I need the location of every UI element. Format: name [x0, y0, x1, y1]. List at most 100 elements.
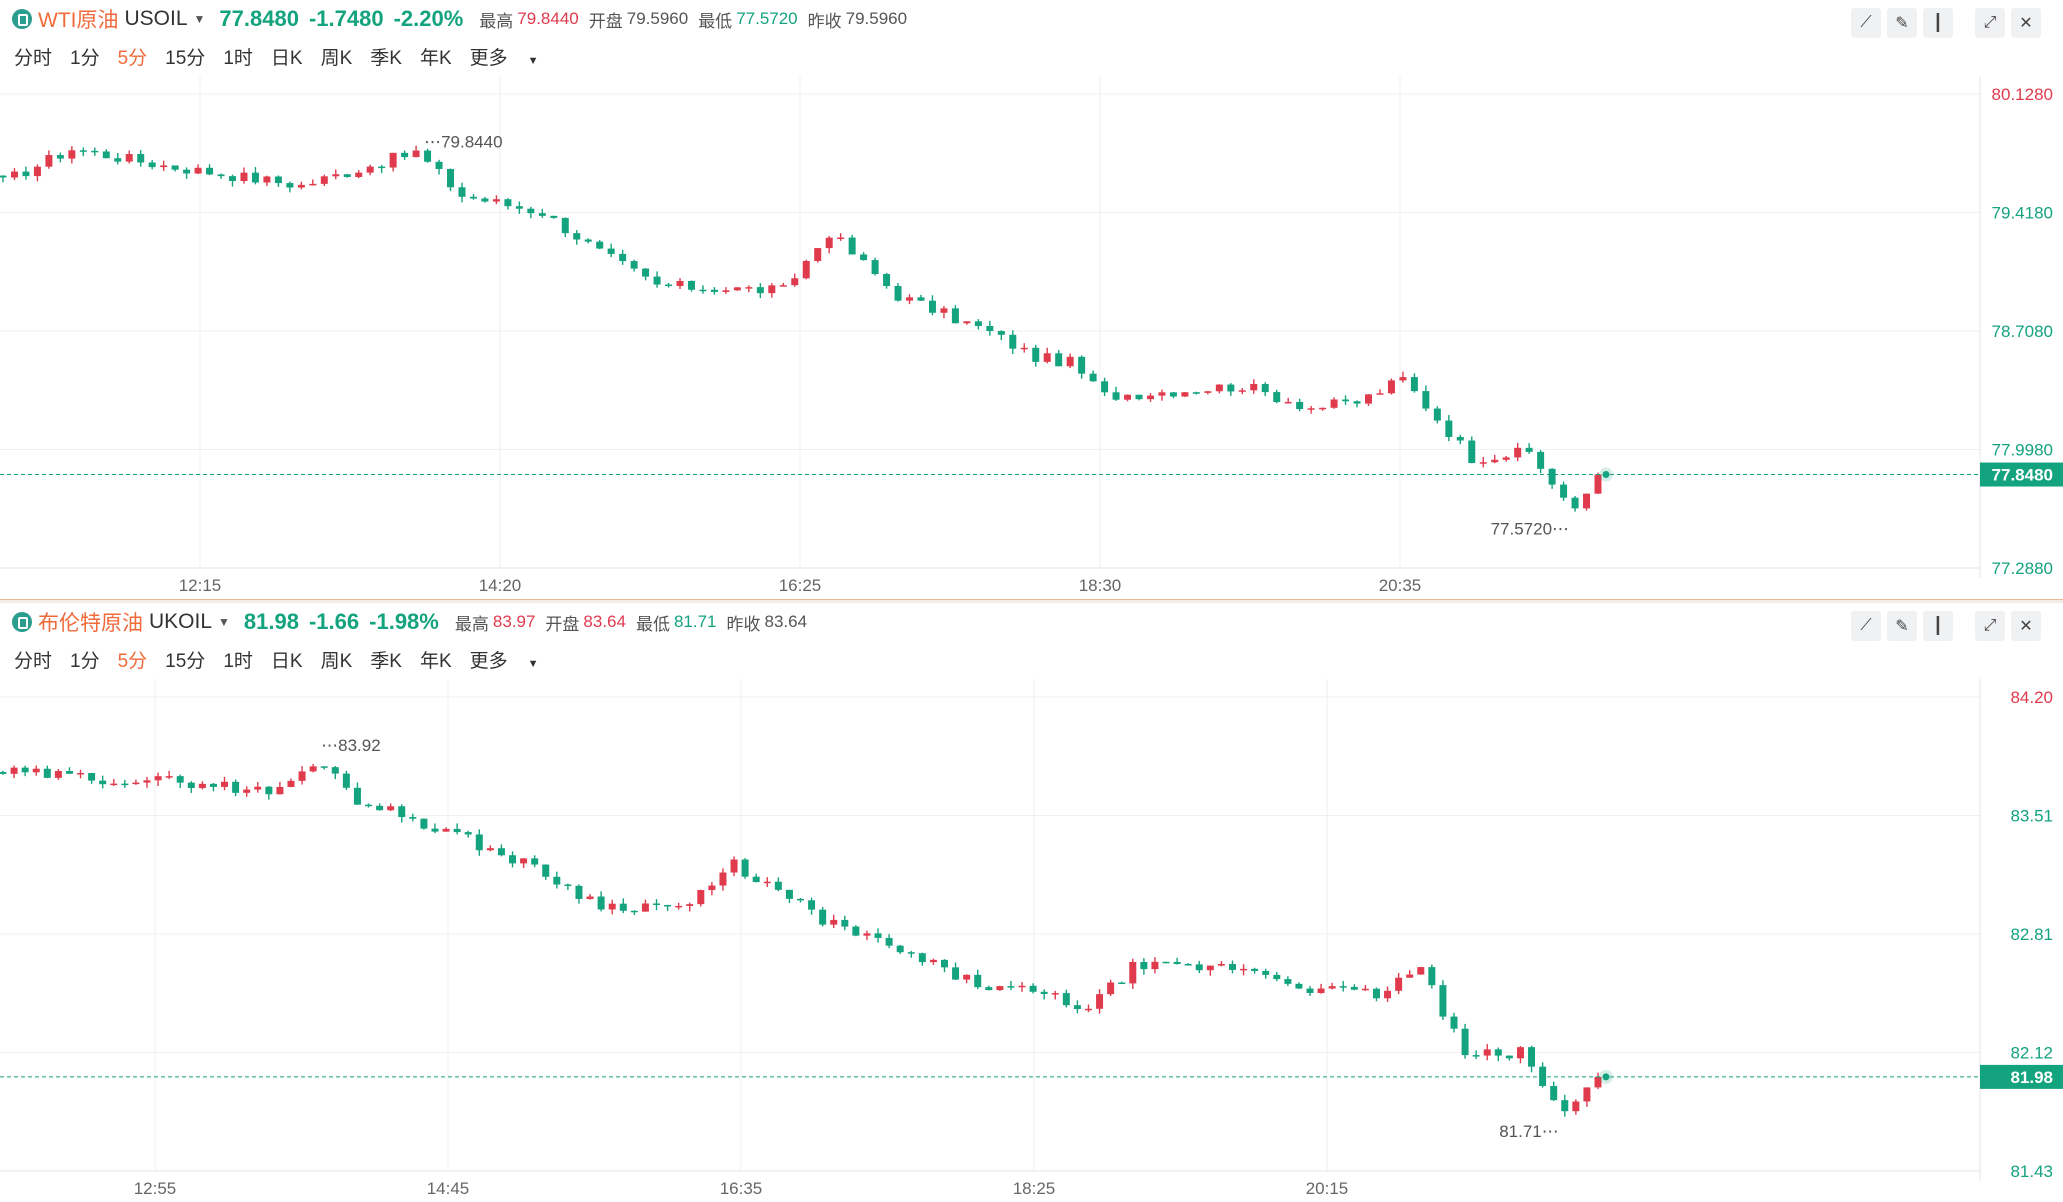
candle-body [447, 168, 455, 188]
tab-period-quarter[interactable]: 季K [370, 48, 402, 69]
candle-body [1158, 392, 1166, 396]
candle-body [553, 876, 561, 885]
candlestick-icon[interactable]: ┃ [1923, 611, 1953, 641]
candle-body [1468, 440, 1476, 464]
candle-body [1195, 964, 1203, 971]
tab-period-time-share[interactable]: 分时 [14, 651, 53, 672]
stat-label-prev-close: 昨收 [726, 614, 761, 634]
instrument-symbol[interactable]: UKOIL [149, 610, 213, 633]
candle-body [1439, 985, 1447, 1017]
candle-body [171, 165, 179, 170]
candle-body [79, 150, 87, 152]
period-tabs: 分时 1分 5分 15分 1时 日K 周K 季K 年K 更多 ▼ [14, 646, 575, 673]
x-tick-label: 14:45 [427, 1179, 470, 1198]
tab-period-1h[interactable]: 1时 [223, 651, 253, 672]
candle-body [1560, 484, 1568, 498]
close-icon[interactable]: ✕ [2011, 8, 2041, 38]
instrument-name[interactable]: WTI原油 [38, 9, 119, 32]
candle-body [65, 770, 73, 774]
candlestick-chart[interactable]: 12:55 14:45 16:35 18:25 20:15 84.20 83.51 82.81… [0, 679, 2063, 1202]
candle-body [542, 864, 550, 877]
candle-body [504, 199, 512, 207]
y-tick-label: 84.20 [2010, 688, 2053, 707]
candle-body [745, 287, 753, 289]
tab-period-1m[interactable]: 1分 [70, 48, 100, 69]
tab-period-more[interactable]: 更多 ▼ [470, 43, 557, 70]
low-mark-label: 77.5720⋯ [1491, 520, 1569, 539]
candle-body [1009, 334, 1017, 349]
candle-body [99, 780, 107, 785]
tab-period-day[interactable]: 日K [270, 48, 303, 69]
panel-divider[interactable] [0, 599, 2063, 603]
candle-body [676, 280, 684, 287]
candle-body [276, 786, 284, 795]
candle-body [538, 213, 546, 216]
candle-body [251, 172, 259, 183]
candle-body [1251, 968, 1259, 971]
tab-period-5m[interactable]: 5分 [117, 48, 148, 69]
expand-icon[interactable]: ⤢ [1975, 611, 2005, 641]
candle-body [365, 804, 373, 807]
tab-period-quarter[interactable]: 季K [370, 651, 402, 672]
candlestick-icon[interactable]: ┃ [1923, 8, 1953, 38]
candle-body [1307, 408, 1315, 410]
candle-body [154, 776, 162, 781]
tab-period-1h[interactable]: 1时 [223, 48, 253, 69]
candle-body [1594, 474, 1602, 494]
candle-body [1528, 1047, 1536, 1067]
close-icon[interactable]: ✕ [2011, 611, 2041, 641]
candle-body [951, 308, 959, 324]
candle-body [481, 198, 489, 202]
stat-label-prev-close: 昨收 [807, 11, 842, 31]
tab-period-15m[interactable]: 15分 [165, 48, 206, 69]
last-price: 81.98 [243, 609, 299, 634]
candle-body [1328, 986, 1336, 989]
tab-period-5m[interactable]: 5分 [117, 651, 148, 672]
candle-body [1118, 982, 1126, 985]
tab-period-year[interactable]: 年K [419, 48, 452, 69]
tab-period-year[interactable]: 年K [419, 651, 452, 672]
candle-body [819, 909, 827, 925]
instrument-symbol[interactable]: USOIL [124, 7, 188, 30]
candle-body [160, 165, 168, 168]
y-tick-label: 80.1280 [1992, 85, 2053, 104]
expand-icon[interactable]: ⤢ [1975, 8, 2005, 38]
candle-body [1317, 988, 1325, 993]
high-mark-label: ⋯79.8440 [424, 132, 502, 151]
candle-body [917, 297, 925, 301]
candle-body [1445, 420, 1453, 437]
more-label: 更多 [469, 651, 508, 672]
candle-body [0, 175, 7, 178]
candle-body [1372, 988, 1380, 999]
line-chart-icon[interactable]: ⟋ [1851, 611, 1881, 641]
tab-period-more[interactable]: 更多 ▼ [470, 646, 557, 673]
chevron-down-icon[interactable]: ▼ [193, 12, 206, 26]
candle-body [1240, 968, 1248, 971]
candle-body [596, 241, 604, 249]
tab-period-week[interactable]: 周K [320, 48, 353, 69]
tab-period-1m[interactable]: 1分 [70, 651, 100, 672]
last-price-dot [1602, 1073, 1610, 1081]
candle-body [355, 172, 363, 178]
chart-toolbar: ⟋ ✎ ┃ ⤢ ✕ [1845, 611, 2041, 641]
instrument-name[interactable]: 布伦特原油 [38, 612, 143, 635]
pencil-icon[interactable]: ✎ [1887, 611, 1917, 641]
pencil-icon[interactable]: ✎ [1887, 8, 1917, 38]
candle-body [68, 150, 76, 159]
candle-body [1353, 401, 1361, 404]
tab-period-week[interactable]: 周K [320, 651, 353, 672]
tab-period-15m[interactable]: 15分 [165, 651, 206, 672]
line-chart-icon[interactable]: ⟋ [1851, 8, 1881, 38]
candle-body [1461, 1028, 1469, 1056]
candle-body [531, 858, 539, 865]
candle-body [733, 287, 741, 291]
chevron-down-icon[interactable]: ▼ [218, 615, 230, 629]
tab-period-time-share[interactable]: 分时 [14, 48, 53, 69]
chart-toolbar: ⟋ ✎ ┃ ⤢ ✕ [1845, 8, 2041, 38]
candle-body [1550, 1085, 1558, 1101]
candle-body [797, 898, 804, 901]
candle-body [564, 884, 572, 887]
y-tick-label: 82.12 [2010, 1044, 2053, 1063]
candlestick-chart[interactable]: 12:15 14:20 16:25 18:30 20:35 80.1280 79.4180 7… [0, 76, 2063, 599]
tab-period-day[interactable]: 日K [270, 651, 303, 672]
